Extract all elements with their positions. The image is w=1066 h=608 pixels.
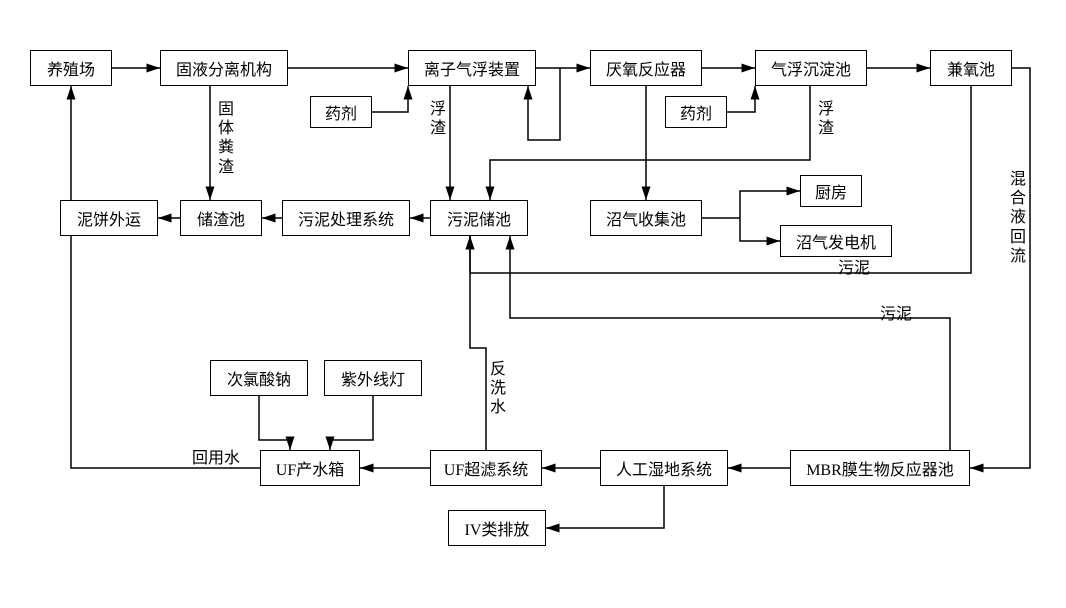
node-biogas_pool: 沼气收集池 (590, 200, 702, 236)
label-reuse_water: 回用水 (192, 444, 240, 468)
node-iv_discharge: IV类排放 (448, 510, 546, 546)
edge-agent2-to-airflotsed (727, 86, 755, 112)
label-scum2: 浮渣 (818, 100, 834, 138)
node-biogas_gen: 沼气发电机 (780, 225, 892, 257)
node-air_flot_sed: 气浮沉淀池 (755, 50, 867, 86)
edge-naclo-to-uftank (259, 396, 290, 450)
node-anaerobic: 厌氧反应器 (590, 50, 702, 86)
node-farm: 养殖场 (30, 50, 112, 86)
node-uf_tank: UF产水箱 (260, 450, 360, 486)
label-solid_residue: 固体粪渣 (218, 100, 234, 177)
label-backwash: 反洗水 (490, 360, 506, 418)
node-cake_out: 泥饼外运 (60, 200, 158, 236)
label-scum1: 浮渣 (430, 100, 446, 138)
node-sludge_treat: 污泥处理系统 (282, 200, 410, 236)
node-kitchen: 厨房 (800, 175, 862, 207)
node-agent1: 药剂 (310, 96, 372, 128)
node-uf_filter: UF超滤系统 (430, 450, 542, 486)
node-ion_flotation: 离子气浮装置 (408, 50, 536, 86)
node-sludge_tank: 污泥储池 (430, 200, 528, 236)
edge-uffilter-backwash (470, 236, 486, 450)
node-slag_tank: 储渣池 (180, 200, 262, 236)
node-solid_liquid: 固液分离机构 (160, 50, 288, 86)
label-mixed_return: 混合液回流 (1010, 170, 1026, 266)
edge-biogas-to-kitchen (740, 191, 800, 218)
edge-agent1-to-ionflot (372, 86, 408, 112)
edge-airflotsed-down-sludgetank (490, 86, 810, 200)
node-agent2: 药剂 (665, 96, 727, 128)
label-sludge1: 污泥 (838, 254, 870, 278)
label-sludge2: 污泥 (880, 300, 912, 324)
node-naclo: 次氯酸钠 (210, 360, 308, 396)
node-mbr: MBR膜生物反应器池 (790, 450, 970, 486)
edge-mbr-to-sludgetank (510, 236, 950, 468)
edge-uvlamp-to-uftank (330, 396, 373, 450)
edge-wetland-to-ionflot (546, 486, 664, 528)
node-uv_lamp: 紫外线灯 (324, 360, 422, 396)
edge-facultative-to-mbr (970, 68, 1030, 468)
node-wetland: 人工湿地系统 (600, 450, 728, 486)
node-facultative: 兼氧池 (930, 50, 1012, 86)
edge-biogas-to-gen (740, 218, 780, 241)
